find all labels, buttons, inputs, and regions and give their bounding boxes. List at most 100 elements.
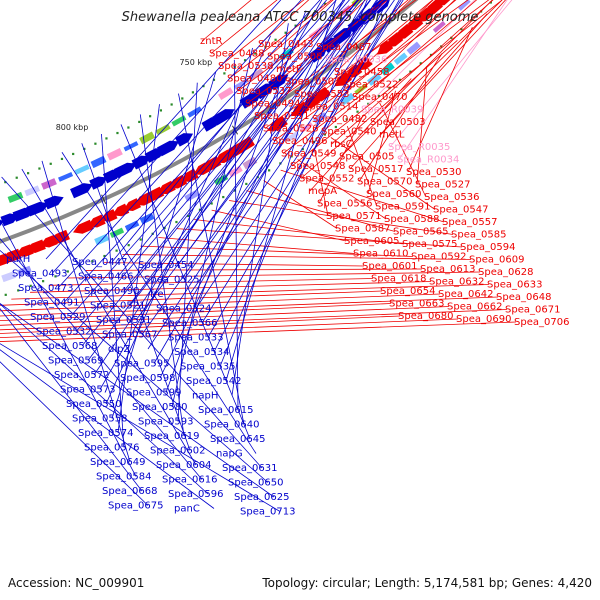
reverse-gene-arrow <box>102 169 123 184</box>
gc-skew-mark <box>49 162 52 165</box>
scale-tick <box>101 194 107 205</box>
label-leader-line <box>335 0 412 73</box>
forward-feature-block <box>109 227 125 239</box>
label-leader-line <box>0 343 281 512</box>
gene-label: Spea_0675 <box>108 501 163 512</box>
gene-label: Spea_0537 <box>236 86 291 97</box>
gene-label: Spea_0542 <box>186 376 241 387</box>
genome-summary: Topology: circular; Length: 5,174,581 bp… <box>262 576 592 590</box>
label-leader-line <box>139 114 185 437</box>
label-leader-line <box>0 249 269 483</box>
gene-label: Spea_0527 <box>415 180 470 191</box>
gene-label: Spea_0505 <box>339 152 394 163</box>
forward-gene-arrow <box>376 40 394 55</box>
label-leader-line <box>140 245 414 257</box>
label-leader-line <box>0 237 203 480</box>
gene-label: Spea_0525 <box>144 275 199 286</box>
gc-skew-mark <box>4 181 7 184</box>
gc-content-mark <box>187 214 190 218</box>
gene-label: napG <box>216 449 243 460</box>
reverse-gene-arrow <box>12 207 35 222</box>
gc-skew-mark <box>149 115 152 118</box>
gc-content-mark <box>245 182 248 186</box>
gene-label: Spea_0535 <box>180 362 235 373</box>
accession-label: Accession: NC_009901 <box>8 576 145 590</box>
label-leader-line <box>129 0 371 306</box>
label-leader-line <box>104 262 365 267</box>
label-leader-line <box>0 219 137 477</box>
gene-label: Spea_0587 <box>335 224 390 235</box>
gene-label: Spea_0466 <box>78 272 133 283</box>
label-leader-line <box>111 0 328 263</box>
gene-label: dipZ <box>108 344 130 355</box>
gc-content-mark <box>388 86 391 90</box>
gene-label: Spea_0470 <box>352 92 407 103</box>
label-leader-line <box>0 318 459 339</box>
scale-tick-label: 800 kbp <box>56 123 89 132</box>
gene-label: Spea_0569 <box>48 356 103 367</box>
gc-content-mark <box>210 202 213 205</box>
label-leader-line <box>362 0 476 110</box>
reverse-feature-block <box>187 106 203 118</box>
forward-feature-block <box>458 0 471 11</box>
gc-skew-mark <box>191 91 195 94</box>
forward-feature-block <box>1 271 17 283</box>
gene-label: Spea_0628 <box>478 267 533 278</box>
gene-label: Spea_0526 <box>263 124 318 135</box>
label-leader-line <box>0 361 149 506</box>
gene-label: metL <box>379 130 405 141</box>
gc-skew-mark <box>274 38 277 41</box>
gene-label: Spea_0550 <box>66 399 121 410</box>
label-leader-line <box>213 0 389 353</box>
label-leader-line <box>344 0 434 85</box>
gene-label: Spea_0560 <box>366 189 421 200</box>
forward-gene-arrow <box>157 180 176 195</box>
gene-label: Spea_0604 <box>156 460 211 471</box>
gene-label: Spea_0566 <box>162 318 217 329</box>
gc-content-mark <box>356 110 359 113</box>
gene-label: Spea_R0034 <box>397 155 459 166</box>
gene-label: Spea_0532 <box>36 327 91 338</box>
gc-skew-mark <box>181 97 184 100</box>
gc-content-mark <box>54 275 57 278</box>
gene-label: Spea_0502 <box>285 77 340 88</box>
gene-label: Spea_0480 <box>227 74 282 85</box>
gene-label: Spea_0663 <box>389 299 444 310</box>
gc-skew-mark <box>243 59 247 62</box>
gene-label: Spea_0508 <box>267 52 322 63</box>
gene-label: Spea_0570 <box>357 177 412 188</box>
gene-label: Spea_0490 <box>84 286 139 297</box>
gc-content-mark <box>91 260 94 263</box>
label-leader-line <box>51 0 302 274</box>
gene-label: Spea_0593 <box>138 417 193 428</box>
gc-content-mark <box>139 238 142 241</box>
gene-label: Spea_0482 <box>312 114 367 125</box>
label-leader-line <box>85 268 423 271</box>
gene-label: Spea_0551 <box>254 111 309 122</box>
reverse-feature-block <box>139 131 156 145</box>
gc-content-mark <box>42 280 45 283</box>
reverse-feature-block <box>171 115 187 127</box>
label-leader-line <box>340 0 503 157</box>
gc-content-mark <box>489 1 492 4</box>
label-leader-line <box>120 124 251 440</box>
label-leader-line <box>346 126 378 207</box>
gene-label: Spea_0609 <box>469 255 524 266</box>
gc-skew-mark <box>105 137 108 140</box>
gc-skew-mark <box>212 78 216 81</box>
gc-skew-mark <box>223 72 226 75</box>
gc-skew-mark <box>72 152 75 156</box>
gc-content-mark <box>470 19 473 22</box>
label-leader-line <box>0 296 499 317</box>
label-leader-line <box>416 65 428 185</box>
gene-label: rbsC <box>330 139 353 150</box>
label-leader-line <box>0 293 441 312</box>
forward-gene-arrow <box>39 234 58 248</box>
label-leader-line <box>153 0 366 364</box>
label-leader-line <box>379 102 427 198</box>
label-leader-line <box>0 303 275 498</box>
gene-label: Spea_0599 <box>126 388 181 399</box>
gene-label: Spea_0530 <box>406 167 461 178</box>
label-leader-line <box>123 0 359 292</box>
gene-label: Spea_0493 <box>12 269 67 280</box>
